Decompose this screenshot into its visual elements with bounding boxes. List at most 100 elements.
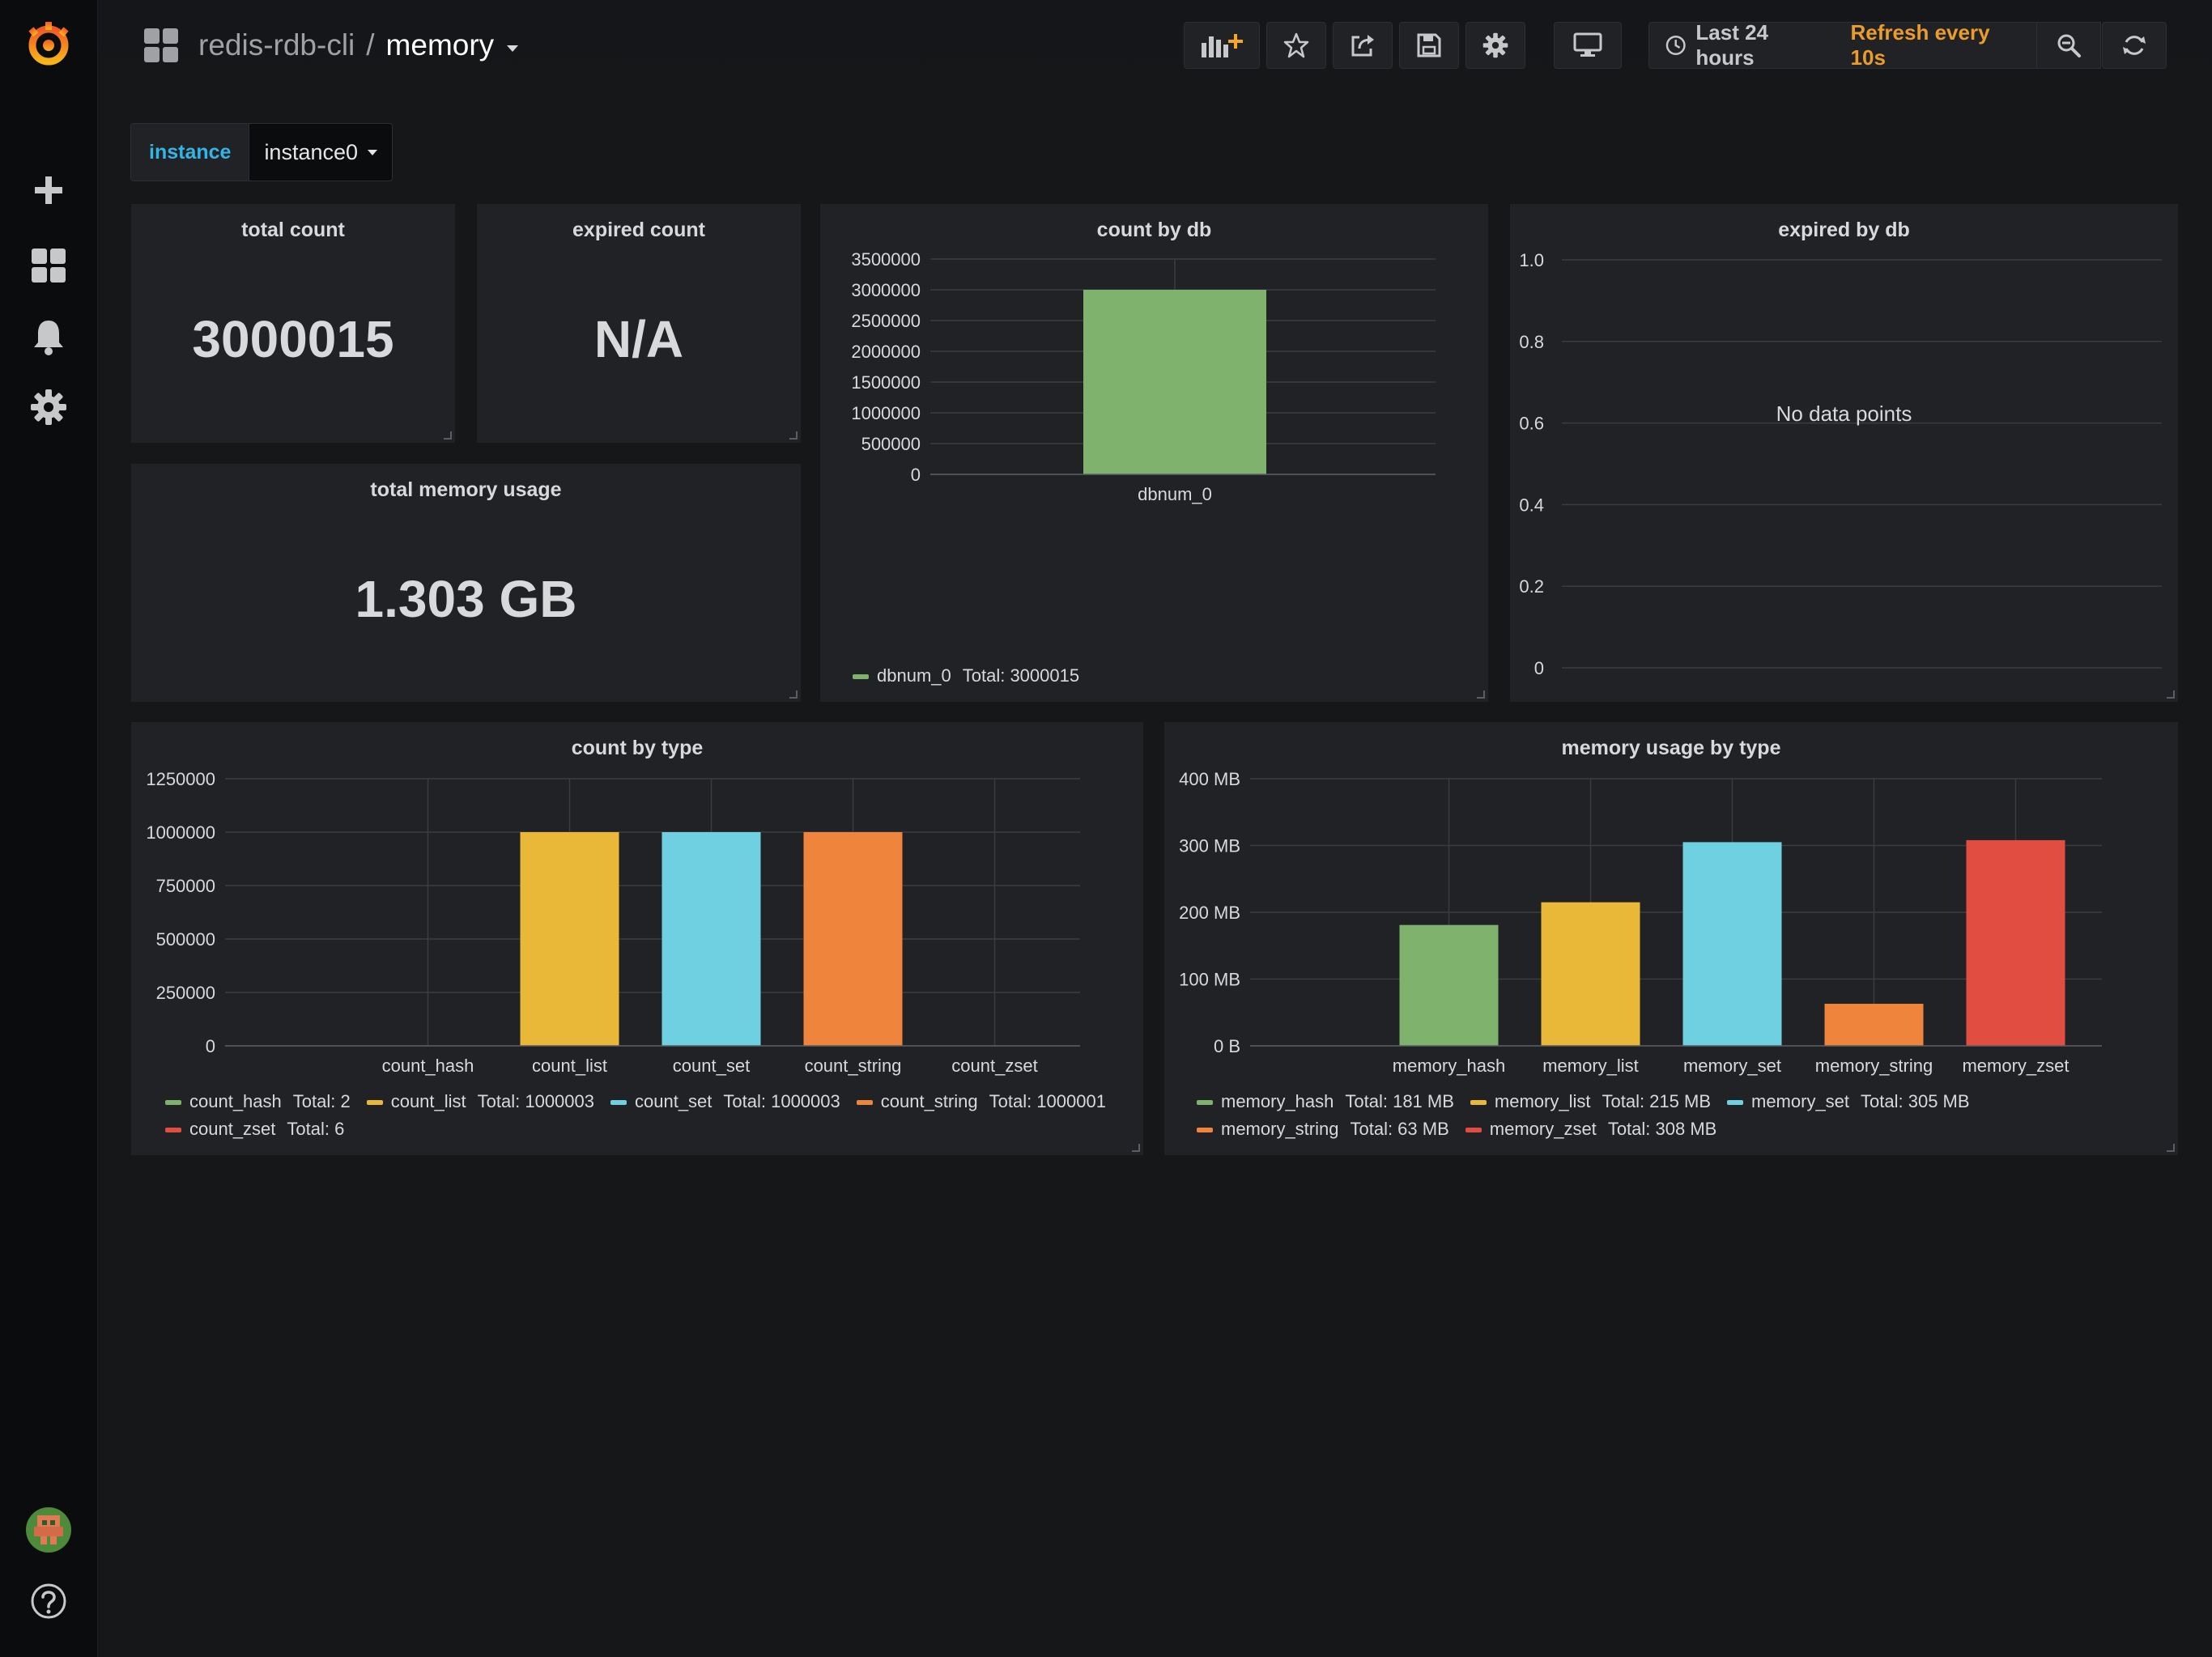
legend-item-dbnum_0[interactable]: dbnum_0 Total: 3000015 [853, 662, 1079, 690]
legend-item-memory_string[interactable]: memory_string Total: 63 MB [1197, 1115, 1449, 1143]
add-panel-button[interactable] [1184, 22, 1260, 69]
legend-item-memory_zset[interactable]: memory_zset Total: 308 MB [1465, 1115, 1716, 1143]
breadcrumb-separator: / [366, 28, 375, 62]
dashboard-title[interactable]: memory [385, 28, 495, 62]
dashboard-grid-icon [144, 28, 178, 62]
x-tick-label: count_zset [951, 1056, 1037, 1076]
legend-item-memory_hash[interactable]: memory_hash Total: 181 MB [1197, 1088, 1454, 1115]
legend-series-name: dbnum_0 [877, 665, 951, 686]
legend-total: Total: 2 [292, 1091, 351, 1111]
sidebar [0, 0, 98, 1657]
resize-handle[interactable] [444, 431, 452, 440]
legend-series-name: count_string [880, 1091, 978, 1111]
instance-variable-value: instance0 [264, 139, 359, 164]
instance-variable-select[interactable]: instance0 [249, 123, 393, 181]
dashboards-icon[interactable] [24, 241, 73, 290]
view-mode-tv-button[interactable] [1554, 22, 1622, 69]
configuration-gear-icon[interactable] [24, 383, 73, 431]
template-variables: instance instance0 [130, 123, 393, 181]
star-dashboard-button[interactable] [1266, 22, 1326, 69]
legend-series-name: count_set [635, 1091, 713, 1111]
legend-total: Total: 63 MB [1350, 1119, 1449, 1139]
panel-title[interactable]: total count [241, 219, 345, 241]
panel-memory-usage-by-type[interactable]: memory usage by type 0 B 100 MB 200 MB 300 … [1164, 722, 2178, 1155]
y-tick-label: 500000 [861, 434, 921, 454]
legend-item-count_hash[interactable]: count_hash Total: 2 [165, 1088, 351, 1115]
legend-total: Total: 215 MB [1602, 1091, 1711, 1111]
resize-handle[interactable] [789, 690, 798, 699]
legend-series-name: memory_string [1221, 1119, 1339, 1139]
stat-value: 3000015 [192, 310, 394, 368]
help-icon[interactable] [24, 1577, 73, 1625]
panel-total-memory-usage[interactable]: total memory usage 1.303 GB [131, 464, 801, 702]
y-tick-label: 0.8 [1519, 332, 1544, 352]
y-tick-label: 0.6 [1519, 414, 1544, 434]
legend-swatch [610, 1100, 627, 1106]
panel-title[interactable]: count by type [571, 737, 704, 759]
x-tick-label: memory_hash [1393, 1056, 1505, 1076]
time-picker-button[interactable]: Last 24 hours Refresh every 10s [1648, 20, 2044, 70]
panel-title[interactable]: count by db [1096, 219, 1212, 241]
panel-count-by-db[interactable]: count by db 0 500000 1000000 1500000 2000000… [820, 204, 1488, 702]
alerting-bell-icon[interactable] [24, 312, 73, 361]
legend-total: Total: 6 [287, 1119, 345, 1139]
legend-total: Total: 1000003 [723, 1091, 840, 1111]
panel-title[interactable]: expired by db [1778, 219, 1910, 241]
y-tick-label: 2000000 [851, 342, 921, 362]
share-dashboard-button[interactable] [1333, 22, 1393, 69]
user-avatar[interactable] [24, 1506, 73, 1554]
y-tick-label: 1.0 [1519, 250, 1544, 270]
create-plus-icon[interactable] [24, 166, 73, 215]
legend-series-name: memory_list [1494, 1091, 1591, 1111]
legend-swatch [1727, 1100, 1743, 1106]
resize-handle[interactable] [1477, 690, 1485, 699]
resize-handle[interactable] [2167, 1144, 2175, 1152]
top-navbar: redis-rdb-cli / memory [98, 0, 2212, 91]
legend-swatch [1470, 1100, 1487, 1106]
legend-total: Total: 1000001 [989, 1091, 1106, 1111]
resize-handle[interactable] [789, 431, 798, 440]
legend-swatch [165, 1128, 181, 1133]
dashboard-settings-button[interactable] [1465, 22, 1525, 69]
save-dashboard-button[interactable] [1399, 22, 1459, 69]
legend-item-count_zset[interactable]: count_zset Total: 6 [165, 1115, 344, 1143]
legend-item-count_list[interactable]: count_list Total: 1000003 [366, 1088, 594, 1115]
legend-series-name: count_list [390, 1091, 466, 1111]
breadcrumb-folder[interactable]: redis-rdb-cli [198, 28, 355, 62]
count-by-type-chart: 0 250000 500000 750000 1000000 1250000 count_h… [146, 769, 1080, 1076]
legend-series-name: count_zset [189, 1119, 276, 1139]
legend-swatch [366, 1100, 383, 1106]
x-tick-label: memory_set [1683, 1056, 1781, 1076]
resize-handle[interactable] [1132, 1144, 1140, 1152]
resize-handle[interactable] [2167, 690, 2175, 699]
clock-icon [1665, 36, 1686, 55]
y-tick-label: 200 MB [1179, 903, 1240, 923]
breadcrumb[interactable]: redis-rdb-cli / memory [143, 21, 519, 70]
panel-title[interactable]: expired count [572, 219, 705, 241]
legend-item-memory_list[interactable]: memory_list Total: 215 MB [1470, 1088, 1711, 1115]
panel-total-count[interactable]: total count 3000015 [131, 204, 455, 443]
bar-memory_list [1541, 902, 1640, 1046]
monitor-icon [1573, 32, 1602, 57]
zoom-out-button[interactable] [2036, 22, 2101, 69]
expired-by-db-chart: 0 0.2 0.4 0.6 0.8 1.0 [1519, 250, 2162, 678]
legend-total: Total: 305 MB [1861, 1091, 1970, 1111]
panel-title[interactable]: memory usage by type [1561, 737, 1781, 759]
grafana-logo-icon[interactable] [24, 19, 73, 68]
refresh-interval-label: Refresh every 10s [1850, 20, 1990, 70]
y-tick-label: 0.4 [1519, 495, 1544, 515]
legend-item-memory_set[interactable]: memory_set Total: 305 MB [1727, 1088, 1970, 1115]
panel-expired-count[interactable]: expired count N/A [477, 204, 801, 443]
panel-expired-by-db[interactable]: expired by db 0 0.2 0.4 0.6 0.8 1.0 No data p… [1510, 204, 2178, 702]
legend-series-name: memory_zset [1489, 1119, 1597, 1139]
bar-memory_set [1682, 842, 1782, 1046]
y-tick-label: 500000 [156, 929, 215, 950]
y-tick-label: 400 MB [1179, 769, 1240, 789]
y-tick-label: 0 B [1214, 1036, 1240, 1056]
legend-swatch [853, 674, 869, 680]
refresh-button[interactable] [2102, 22, 2167, 69]
legend-item-count_set[interactable]: count_set Total: 1000003 [610, 1088, 840, 1115]
legend-item-count_string[interactable]: count_string Total: 1000001 [856, 1088, 1106, 1115]
panel-count-by-type[interactable]: count by type 0 250000 500000 750000 1000000… [131, 722, 1143, 1155]
panel-title[interactable]: total memory usage [370, 478, 562, 501]
